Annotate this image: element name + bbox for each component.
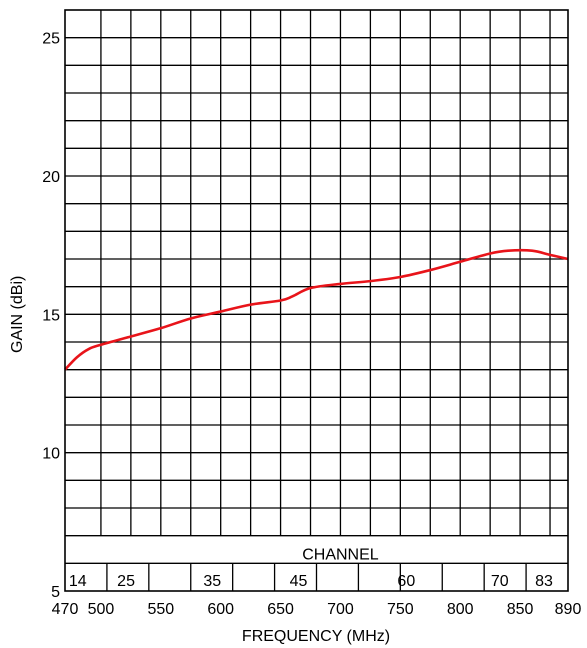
channel-band: 14 25 35 45 60 70 83 — [65, 535, 568, 591]
x-tick-label: 550 — [147, 601, 174, 618]
y-axis-label: GAIN (dBi) — [9, 276, 26, 353]
y-tick-label: 15 — [42, 307, 60, 324]
y-tick-label: 25 — [42, 31, 60, 48]
x-tick-label: 750 — [387, 601, 414, 618]
channel-label: 14 — [69, 573, 87, 590]
x-axis-label: FREQUENCY (MHz) — [242, 628, 390, 645]
x-tick-label: 650 — [267, 601, 294, 618]
x-tick-label: 600 — [207, 601, 234, 618]
series-layer — [64, 248, 569, 371]
plot-border — [64, 9, 569, 592]
x-tick-label: 470 — [52, 601, 79, 618]
y-tick-label: 5 — [51, 584, 60, 601]
y-tick-label: 20 — [42, 169, 60, 186]
y-tick-labels: 5 10 15 20 25 — [42, 31, 60, 601]
channel-label: 25 — [117, 573, 135, 590]
x-tick-label: 800 — [447, 601, 474, 618]
channel-label: 60 — [397, 573, 415, 590]
channel-label: 45 — [290, 573, 308, 590]
channel-label: 83 — [535, 573, 553, 590]
gain-series-line — [64, 248, 569, 371]
x-tick-label: 850 — [507, 601, 534, 618]
channel-label: 35 — [203, 573, 221, 590]
y-tick-label: 10 — [42, 446, 60, 463]
x-tick-label: 890 — [555, 601, 582, 618]
grid — [65, 10, 568, 564]
channel-title: CHANNEL — [302, 546, 379, 563]
x-tick-label: 500 — [88, 601, 115, 618]
plot-frame — [64, 9, 569, 592]
channel-label: 70 — [491, 573, 509, 590]
x-tick-label: 700 — [327, 601, 354, 618]
x-tick-labels: 470 500 550 600 650 700 750 800 850 890 — [52, 601, 582, 618]
